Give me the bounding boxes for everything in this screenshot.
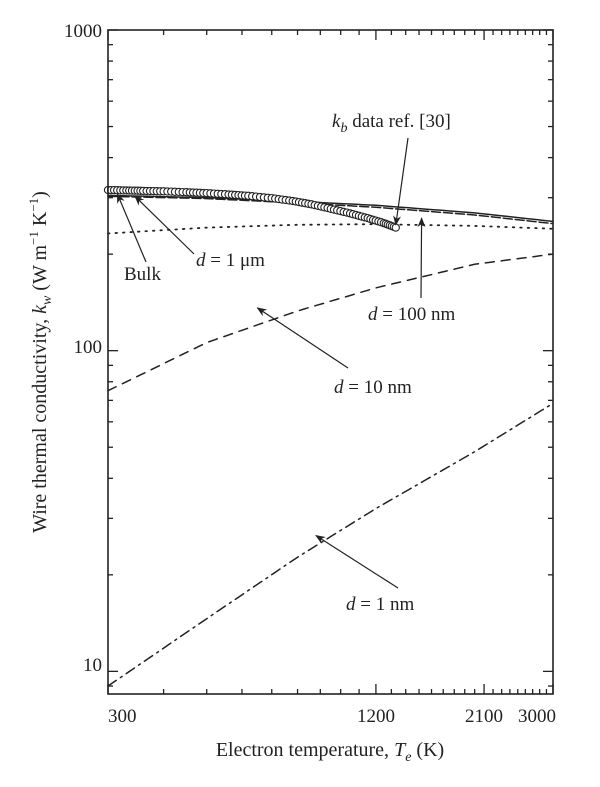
annotation-arrows	[116, 137, 426, 589]
series-line-d1nm	[107, 402, 554, 687]
y-axis-title: Wire thermal conductivity, kw (W m−1 K−1…	[26, 191, 55, 533]
annotation-d-1nm: d = 1 nm	[346, 594, 414, 615]
kb-data-markers	[103, 185, 400, 232]
arrow-d1um-label	[134, 195, 195, 255]
arrow-d1nm-label	[315, 535, 399, 589]
arrow-bulk-label	[116, 193, 147, 263]
series-layer	[107, 194, 554, 687]
xtick-label-3000: 3000	[518, 706, 556, 727]
annotation-d-10nm: d = 10 nm	[334, 377, 412, 398]
series-line-d1um	[107, 195, 554, 225]
annotation-d-1um: d = 1 μm	[196, 250, 265, 271]
arrow-d100nm-label	[417, 217, 426, 299]
series-line-d100nm	[107, 223, 554, 235]
ytick-label-100: 100	[74, 337, 103, 358]
ytick-label-1000: 1000	[64, 21, 102, 42]
ytick-label-10: 10	[83, 655, 102, 676]
xtick-label-1200: 1200	[357, 706, 395, 727]
arrow-kb-label	[393, 137, 409, 226]
kb-data-point	[391, 223, 400, 232]
series-line-bulk	[107, 194, 554, 223]
annotation-kb-data: kb data ref. [30]	[332, 111, 451, 136]
plot-frame	[107, 29, 554, 695]
arrow-d10nm-label	[256, 307, 349, 369]
xtick-label-2100: 2100	[465, 706, 503, 727]
series-line-d10nm	[107, 253, 554, 392]
axis-ticks	[107, 29, 554, 694]
annotation-bulk: Bulk	[124, 264, 161, 285]
annotation-d-100nm: d = 100 nm	[368, 304, 455, 325]
xtick-label-300: 300	[108, 706, 137, 727]
x-axis-title: Electron temperature, Te (K)	[216, 739, 444, 765]
